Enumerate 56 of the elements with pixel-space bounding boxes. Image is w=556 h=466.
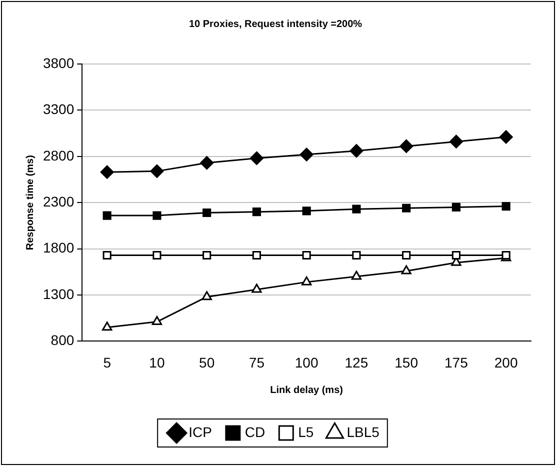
y-tick-label: 1300 [42,286,74,302]
point [302,250,311,260]
y-axis-title: Response time (ms) [24,155,36,250]
point [102,211,112,220]
point [252,208,261,216]
y-tick-label: 2800 [42,147,74,164]
point [352,204,361,214]
point [250,152,264,165]
legend-label: CD [244,424,266,440]
point [400,139,414,153]
point [350,144,364,158]
point [499,130,513,144]
point [351,270,362,280]
chart-title: 10 Proxies, Request intensity =200% [188,18,362,30]
x-axis-title: Link delay (ms) [270,384,343,396]
x-tick-label: 10 [149,354,165,370]
point [152,211,162,220]
x-tick-label: 200 [494,354,518,370]
point [200,156,214,170]
point [102,250,112,260]
x-tick-label: 100 [294,354,318,370]
x-tick-label: 75 [248,354,265,370]
point [102,322,112,331]
point [302,206,311,216]
point [100,165,114,179]
legend-label: LBL5 [346,424,380,440]
point [252,250,261,260]
point [452,202,460,212]
x-tick-label: 5 [103,354,112,370]
y-tick-label: 2300 [42,193,74,210]
point [202,208,212,218]
legend-label: L5 [298,424,314,440]
x-tick-label: 150 [394,354,418,370]
point [300,148,314,162]
y-tick-label: 3800 [42,54,74,71]
y-tick-label: 1800 [42,240,74,256]
point [401,265,412,274]
point [402,204,411,212]
point [150,164,164,178]
point [152,316,162,326]
point [202,291,212,300]
point [402,250,411,260]
legend-label: ICP [188,424,212,440]
x-tick-label: 125 [344,354,368,370]
x-tick-label: 50 [199,354,215,370]
y-tick-label: 800 [50,332,74,348]
point [252,284,262,293]
point [301,276,312,286]
y-tick-label: 3300 [42,101,74,118]
point [502,202,510,211]
point [352,250,361,260]
point [152,250,162,260]
point [449,134,463,148]
point [202,250,212,260]
point [452,250,460,260]
x-tick-label: 175 [444,354,468,370]
